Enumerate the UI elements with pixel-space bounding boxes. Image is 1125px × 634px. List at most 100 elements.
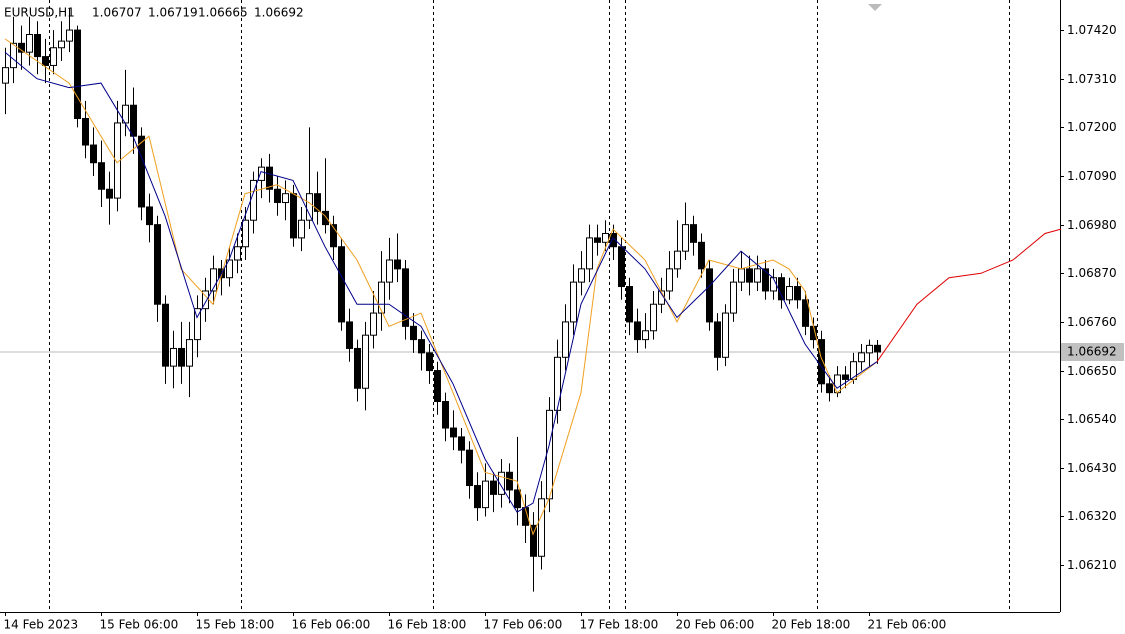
candle-body <box>58 40 65 49</box>
y-tick-label: 1.06760 <box>1067 315 1117 329</box>
candle-body <box>418 339 425 354</box>
x-tick-label: 20 Feb 18:00 <box>772 618 851 632</box>
candle-body <box>314 193 321 212</box>
candle-body <box>186 339 193 367</box>
candle-body <box>842 374 849 380</box>
candle-body <box>626 286 633 323</box>
high-value: 1.06719 <box>148 6 198 20</box>
candle-body <box>162 303 169 367</box>
x-tick-label: 21 Feb 06:00 <box>868 618 947 632</box>
candle-body <box>674 250 681 270</box>
candle-body <box>210 268 217 292</box>
candle-body <box>858 352 865 363</box>
candle-body <box>10 42 17 69</box>
candle-body <box>818 339 825 385</box>
candle-body <box>530 524 537 557</box>
candle-body <box>426 352 433 372</box>
symbol-title: EURUSD,H1 <box>4 6 75 20</box>
close-value: 1.06692 <box>254 6 304 20</box>
candle-body <box>98 162 105 190</box>
candle-body <box>586 237 593 270</box>
candle-body <box>266 166 273 190</box>
candle-body <box>666 268 673 292</box>
candle-body <box>706 268 713 323</box>
y-tick-label: 1.06540 <box>1067 412 1117 426</box>
candle-body <box>458 436 465 451</box>
candle-body <box>514 489 521 509</box>
candle-body <box>690 224 697 243</box>
candle-body <box>290 193 297 239</box>
candle-body <box>298 219 305 239</box>
candle-body <box>402 268 409 327</box>
candle-body <box>594 237 601 243</box>
candle-body <box>2 67 9 84</box>
y-tick-label: 1.06980 <box>1067 218 1117 232</box>
candle-body <box>570 281 577 323</box>
x-tick-label: 20 Feb 06:00 <box>676 618 755 632</box>
candle-body <box>234 246 241 261</box>
candle-body <box>506 471 513 491</box>
candle-body <box>338 246 345 323</box>
candle-body <box>754 268 761 283</box>
candle-body <box>434 370 441 403</box>
candle-body <box>730 281 737 314</box>
candle-body <box>370 312 377 336</box>
candle-body <box>802 299 809 327</box>
indicator-line <box>4 38 878 536</box>
candle-body <box>82 118 89 146</box>
candle-body <box>714 321 721 358</box>
x-tick-label: 17 Feb 06:00 <box>484 618 563 632</box>
plot-area <box>0 0 1062 612</box>
candle-body <box>778 277 785 301</box>
y-tick-label: 1.06870 <box>1067 266 1117 280</box>
open-value: 1.06707 <box>92 6 142 20</box>
candle-body <box>610 232 617 248</box>
y-tick-label: 1.07090 <box>1067 169 1117 183</box>
candle-body <box>170 347 177 367</box>
candle-body <box>282 193 289 204</box>
candle-body <box>50 47 57 66</box>
candle-body <box>34 33 41 58</box>
candle-body <box>242 219 249 248</box>
candle-body <box>386 259 393 283</box>
candle-body <box>274 188 281 204</box>
candle-body <box>26 33 33 53</box>
candle-body <box>786 286 793 301</box>
x-tick-label: 17 Feb 18:00 <box>580 618 659 632</box>
indicator-line <box>4 51 878 513</box>
candle-body <box>114 122 121 199</box>
x-tick-label: 15 Feb 18:00 <box>196 618 275 632</box>
indicator-line <box>876 228 1062 362</box>
candle-body <box>746 268 753 283</box>
candle-body <box>442 401 449 429</box>
candle-body <box>618 246 625 288</box>
last-price-box <box>1061 342 1124 361</box>
candle-body <box>42 56 49 66</box>
candle-body <box>578 268 585 283</box>
low-value: 1.06665 <box>198 6 248 20</box>
candle-body <box>410 325 417 341</box>
candle-body <box>90 144 97 164</box>
candle-body <box>450 427 457 438</box>
candle-body <box>538 498 545 557</box>
candle-body <box>378 281 385 314</box>
shift-marker <box>868 4 882 11</box>
candle-body <box>826 383 833 394</box>
y-tick-label: 1.06210 <box>1067 558 1117 572</box>
candle-body <box>306 193 313 221</box>
candle-body <box>178 347 185 367</box>
candle-body <box>794 286 801 301</box>
x-tick-label: 16 Feb 18:00 <box>388 618 467 632</box>
candle-body <box>498 471 505 495</box>
last-price-label: 1.06692 <box>1067 344 1117 358</box>
candle-body <box>866 344 873 354</box>
candle-body <box>698 241 705 270</box>
candle-body <box>258 166 265 181</box>
x-tick-label: 14 Feb 2023 <box>4 618 79 632</box>
candle-body <box>546 409 553 500</box>
candle-body <box>466 449 473 487</box>
candle-body <box>394 259 401 270</box>
header: EURUSD,H1 1.06707 1.06719 1.06665 1.0669… <box>4 6 304 20</box>
candle-body <box>138 135 145 208</box>
